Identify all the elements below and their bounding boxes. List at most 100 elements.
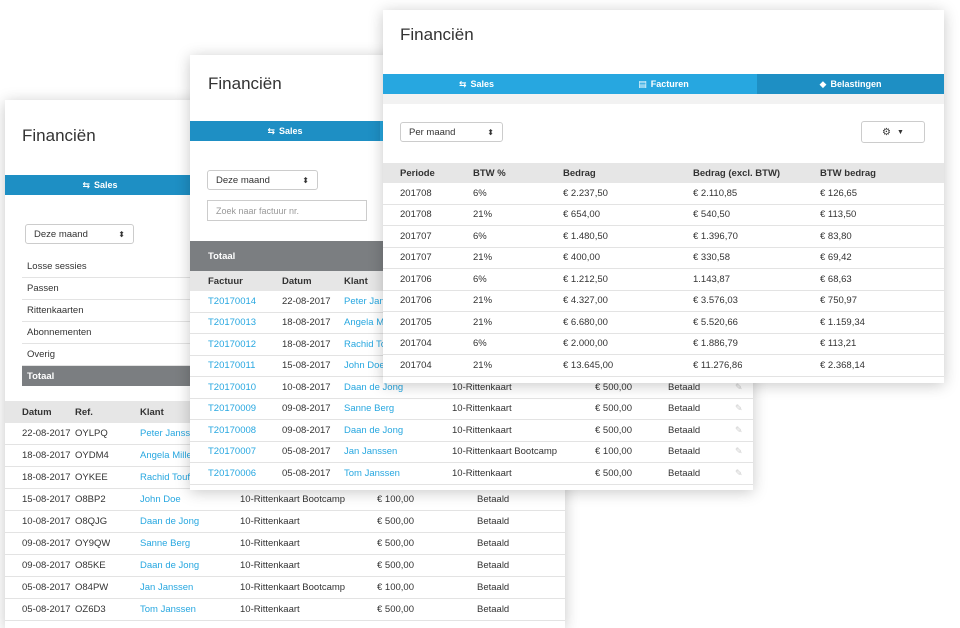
row-ref: O85KE bbox=[75, 560, 106, 571]
row-product: 10-Rittenkaart bbox=[452, 467, 512, 479]
row-vat-percent: 6% bbox=[473, 187, 487, 199]
customer-link[interactable]: John Doe bbox=[140, 494, 181, 505]
period-select[interactable]: Deze maand ⬍ bbox=[25, 224, 134, 244]
table-row[interactable]: 05-08-2017 O84PW Jan Janssen 10-Rittenkaart… bbox=[5, 577, 565, 599]
tab-label: Facturen bbox=[650, 79, 689, 89]
table-row[interactable]: T20170008 09-08-2017 Daan de Jong 10-Ritten… bbox=[190, 420, 753, 442]
customer-link[interactable]: Rachid Toufiq bbox=[140, 472, 198, 483]
tab-sales[interactable]: ⇆ Sales bbox=[190, 121, 380, 141]
row-ref: OZ6D3 bbox=[75, 604, 106, 615]
table-row[interactable]: T20170009 09-08-2017 Sanne Berg 10-Rittenka… bbox=[190, 399, 753, 420]
invoice-link[interactable]: T20170010 bbox=[208, 381, 257, 393]
row-period: 201707 bbox=[400, 252, 432, 264]
customer-link[interactable]: Jan Janssen bbox=[344, 446, 398, 458]
invoice-link[interactable]: T20170009 bbox=[208, 403, 257, 415]
row-date: 22-08-2017 bbox=[282, 295, 331, 307]
table-row[interactable]: 201704 6% € 2.000,00 € 1.886,79 € 113,21 bbox=[383, 334, 944, 355]
search-invoice-input[interactable]: Zoek naar factuur nr. bbox=[207, 200, 367, 221]
row-product: 10-Rittenkaart bbox=[452, 381, 512, 393]
table-row[interactable]: 201707 21% € 400,00 € 330,58 € 69,42 bbox=[383, 248, 944, 269]
table-row[interactable]: T20170007 05-08-2017 Jan Janssen 10-Rittenk… bbox=[190, 442, 753, 463]
column-header: Datum bbox=[22, 406, 52, 418]
row-date: 09-08-2017 bbox=[282, 403, 331, 415]
invoice-link[interactable]: T20170012 bbox=[208, 338, 257, 350]
row-date: 05-08-2017 bbox=[282, 467, 331, 479]
customer-link[interactable]: Sanne Berg bbox=[140, 538, 191, 549]
row-amount: € 13.645,00 bbox=[563, 359, 614, 371]
row-date: 18-08-2017 bbox=[282, 338, 331, 350]
edit-icon[interactable]: ✎ bbox=[735, 467, 743, 478]
table-row[interactable]: 201708 6% € 2.237,50 € 2.110,85 € 126,65 bbox=[383, 183, 944, 205]
customer-link[interactable]: Daan de Jong bbox=[344, 381, 404, 393]
table-row[interactable]: 10-08-2017 O8QJG Daan de Jong 10-Rittenkaar… bbox=[5, 511, 565, 533]
row-status: Betaald bbox=[477, 516, 510, 527]
customer-link[interactable]: Sanne Berg bbox=[344, 403, 395, 415]
table-row[interactable]: 201706 6% € 1.212,50 1.143,87 € 68,63 bbox=[383, 269, 944, 291]
table-row[interactable]: 09-08-2017 O85KE Daan de Jong 10-Rittenkaar… bbox=[5, 555, 565, 577]
customer-link[interactable]: Daan de Jong bbox=[140, 560, 200, 571]
edit-icon[interactable]: ✎ bbox=[735, 424, 743, 435]
invoice-link[interactable]: T20170007 bbox=[208, 446, 257, 458]
table-row[interactable]: 15-08-2017 O8BP2 John Doe 10-Rittenkaart Bo… bbox=[5, 489, 565, 511]
row-vat-percent: 21% bbox=[473, 252, 493, 264]
customer-link[interactable]: Tom Janssen bbox=[140, 604, 196, 615]
tab-bar: ⇆ Sales ▤ Facturen ◆ Belastingen bbox=[383, 74, 944, 94]
invoice-link[interactable]: T20170011 bbox=[208, 360, 256, 372]
tab-sales[interactable]: ⇆ Sales bbox=[383, 74, 570, 94]
customer-link[interactable]: Angela Miller bbox=[344, 317, 399, 329]
table-row[interactable]: 201707 6% € 1.480,50 € 1.396,70 € 83,80 bbox=[383, 226, 944, 248]
invoice-link[interactable]: T20170008 bbox=[208, 424, 257, 436]
customer-link[interactable]: Tom Janssen bbox=[344, 467, 400, 479]
customer-link[interactable]: Peter Janssen bbox=[140, 428, 201, 439]
edit-icon[interactable]: ✎ bbox=[735, 446, 743, 457]
table-row[interactable]: 201706 21% € 4.327,00 € 3.576,03 € 750,97 bbox=[383, 291, 944, 312]
row-amount: € 500,00 bbox=[377, 516, 414, 527]
row-vat-percent: 6% bbox=[473, 230, 487, 242]
row-amount: € 1.480,50 bbox=[563, 230, 608, 242]
tab-belastingen[interactable]: ◆ Belastingen bbox=[757, 74, 944, 94]
customer-link[interactable]: Jan Janssen bbox=[140, 582, 194, 593]
table-row[interactable]: 201708 21% € 654,00 € 540,50 € 113,50 bbox=[383, 205, 944, 226]
row-amount-excl-vat: € 540,50 bbox=[693, 209, 730, 221]
invoice-link[interactable]: T20170013 bbox=[208, 317, 257, 329]
customer-link[interactable]: Peter Janssen bbox=[344, 295, 405, 307]
settings-dropdown-button[interactable]: ⚙ ▼ bbox=[861, 121, 925, 143]
tab-facturen[interactable]: ▤ Facturen bbox=[570, 74, 757, 94]
category-label: Passen bbox=[27, 283, 59, 294]
row-vat-percent: 21% bbox=[473, 295, 493, 307]
period-select[interactable]: Per maand ⬍ bbox=[400, 122, 503, 142]
customer-link[interactable]: Angela Miller bbox=[140, 450, 195, 461]
table-header: Periode BTW % Bedrag Bedrag (excl. BTW) BTW … bbox=[383, 163, 944, 183]
row-amount-excl-vat: € 330,58 bbox=[693, 252, 730, 264]
page-title: Financiën bbox=[22, 126, 96, 145]
table-row[interactable]: 201704 21% € 13.645,00 € 11.276,86 € 2.368,1… bbox=[383, 355, 944, 377]
row-status: Betaald bbox=[477, 560, 510, 571]
row-ref: OYKEE bbox=[75, 472, 108, 483]
table-row[interactable]: 09-08-2017 OY9QW Sanne Berg 10-Rittenkaart €… bbox=[5, 533, 565, 555]
edit-icon[interactable]: ✎ bbox=[735, 403, 743, 414]
sales-icon: ⇆ bbox=[82, 179, 90, 190]
period-select[interactable]: Deze maand ⬍ bbox=[207, 170, 318, 190]
select-arrows-icon: ⬍ bbox=[118, 229, 125, 239]
select-arrows-icon: ⬍ bbox=[302, 175, 309, 185]
customer-link[interactable]: John Doe bbox=[344, 360, 385, 372]
row-date: 18-08-2017 bbox=[22, 472, 71, 483]
sales-icon: ⇆ bbox=[458, 78, 467, 89]
customer-link[interactable]: Rachid Toufiq bbox=[344, 338, 402, 350]
caret-down-icon: ▼ bbox=[897, 128, 904, 136]
row-period: 201705 bbox=[400, 316, 432, 328]
row-ref: OYDM4 bbox=[75, 450, 109, 461]
table-row[interactable]: 201705 21% € 6.680,00 € 5.520,66 € 1.159,34 bbox=[383, 312, 944, 334]
invoice-link[interactable]: T20170014 bbox=[208, 295, 257, 307]
tab-sales[interactable]: ⇆ Sales bbox=[5, 175, 195, 195]
table-row[interactable]: T20170006 05-08-2017 Tom Janssen 10-Rittenk… bbox=[190, 463, 753, 485]
customer-link[interactable]: Daan de Jong bbox=[344, 424, 404, 436]
category-label: Abonnementen bbox=[27, 327, 92, 338]
table-row[interactable]: T20170010 10-08-2017 Daan de Jong 10-Ritten… bbox=[190, 377, 753, 399]
edit-icon[interactable]: ✎ bbox=[735, 381, 743, 392]
row-status: Betaald bbox=[477, 494, 510, 505]
invoice-link[interactable]: T20170006 bbox=[208, 467, 257, 479]
row-amount: € 500,00 bbox=[377, 604, 414, 615]
customer-link[interactable]: Daan de Jong bbox=[140, 516, 200, 527]
table-row[interactable]: 05-08-2017 OZ6D3 Tom Janssen 10-Rittenkaart… bbox=[5, 599, 565, 621]
